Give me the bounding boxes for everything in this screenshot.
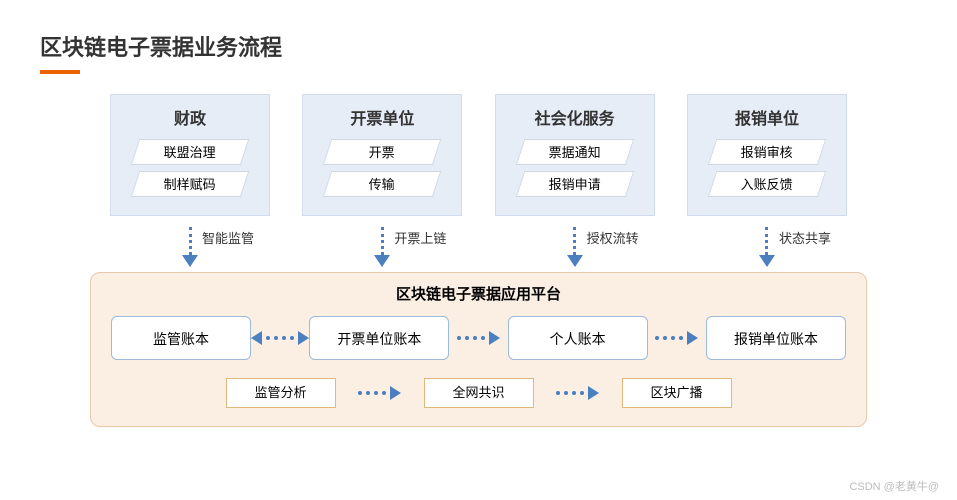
arrows-row: 智能监管 开票上链 授权流转 状态共享 — [40, 222, 917, 272]
platform-title: 区块链电子票据应用平台 — [111, 283, 846, 304]
down-arrow: 开票上链 — [302, 222, 462, 272]
parallelogram-item: 联盟治理 — [131, 139, 249, 165]
arrow-label: 状态共享 — [779, 228, 831, 247]
column-title: 财政 — [123, 105, 257, 129]
column-title: 社会化服务 — [508, 105, 642, 129]
ledger-box: 开票单位账本 — [309, 316, 449, 360]
process-connector — [548, 386, 608, 400]
column-title: 报销单位 — [700, 105, 834, 129]
parallelogram-item: 报销申请 — [515, 171, 633, 197]
ledger-connector — [251, 331, 309, 345]
down-arrow: 状态共享 — [687, 222, 847, 272]
process-row: 监管分析 全网共识 区块广播 — [111, 378, 846, 408]
parallelogram-item: 报销审核 — [708, 139, 826, 165]
parallelogram-item: 开票 — [323, 139, 441, 165]
process-box: 全网共识 — [424, 378, 534, 408]
arrow-label: 授权流转 — [587, 228, 639, 247]
column-box: 开票单位开票传输 — [302, 94, 462, 216]
title-underline — [40, 70, 80, 74]
parallelogram-item: 入账反馈 — [708, 171, 826, 197]
parallelogram-item: 传输 — [323, 171, 441, 197]
down-arrow: 授权流转 — [495, 222, 655, 272]
parallelogram-item: 制样赋码 — [131, 171, 249, 197]
ledger-box: 报销单位账本 — [706, 316, 846, 360]
ledger-connector — [449, 331, 507, 345]
ledger-box: 监管账本 — [111, 316, 251, 360]
arrow-label: 智能监管 — [202, 228, 254, 247]
down-arrow: 智能监管 — [110, 222, 270, 272]
platform-container: 区块链电子票据应用平台 监管账本 开票单位账本 个人账本 报销单位账本 监管分析 全网共… — [90, 272, 867, 427]
column-box: 社会化服务票据通知报销申请 — [495, 94, 655, 216]
process-box: 监管分析 — [226, 378, 336, 408]
columns-row: 财政联盟治理制样赋码开票单位开票传输社会化服务票据通知报销申请报销单位报销审核入… — [40, 94, 917, 216]
page-title: 区块链电子票据业务流程 — [40, 30, 917, 62]
column-box: 报销单位报销审核入账反馈 — [687, 94, 847, 216]
parallelogram-item: 票据通知 — [515, 139, 633, 165]
process-connector — [350, 386, 410, 400]
column-box: 财政联盟治理制样赋码 — [110, 94, 270, 216]
ledger-box: 个人账本 — [508, 316, 648, 360]
ledger-connector — [648, 331, 706, 345]
watermark: CSDN @老黄牛@ — [849, 478, 939, 494]
ledger-row: 监管账本 开票单位账本 个人账本 报销单位账本 — [111, 316, 846, 360]
process-box: 区块广播 — [622, 378, 732, 408]
arrow-label: 开票上链 — [394, 228, 446, 247]
column-title: 开票单位 — [315, 105, 449, 129]
